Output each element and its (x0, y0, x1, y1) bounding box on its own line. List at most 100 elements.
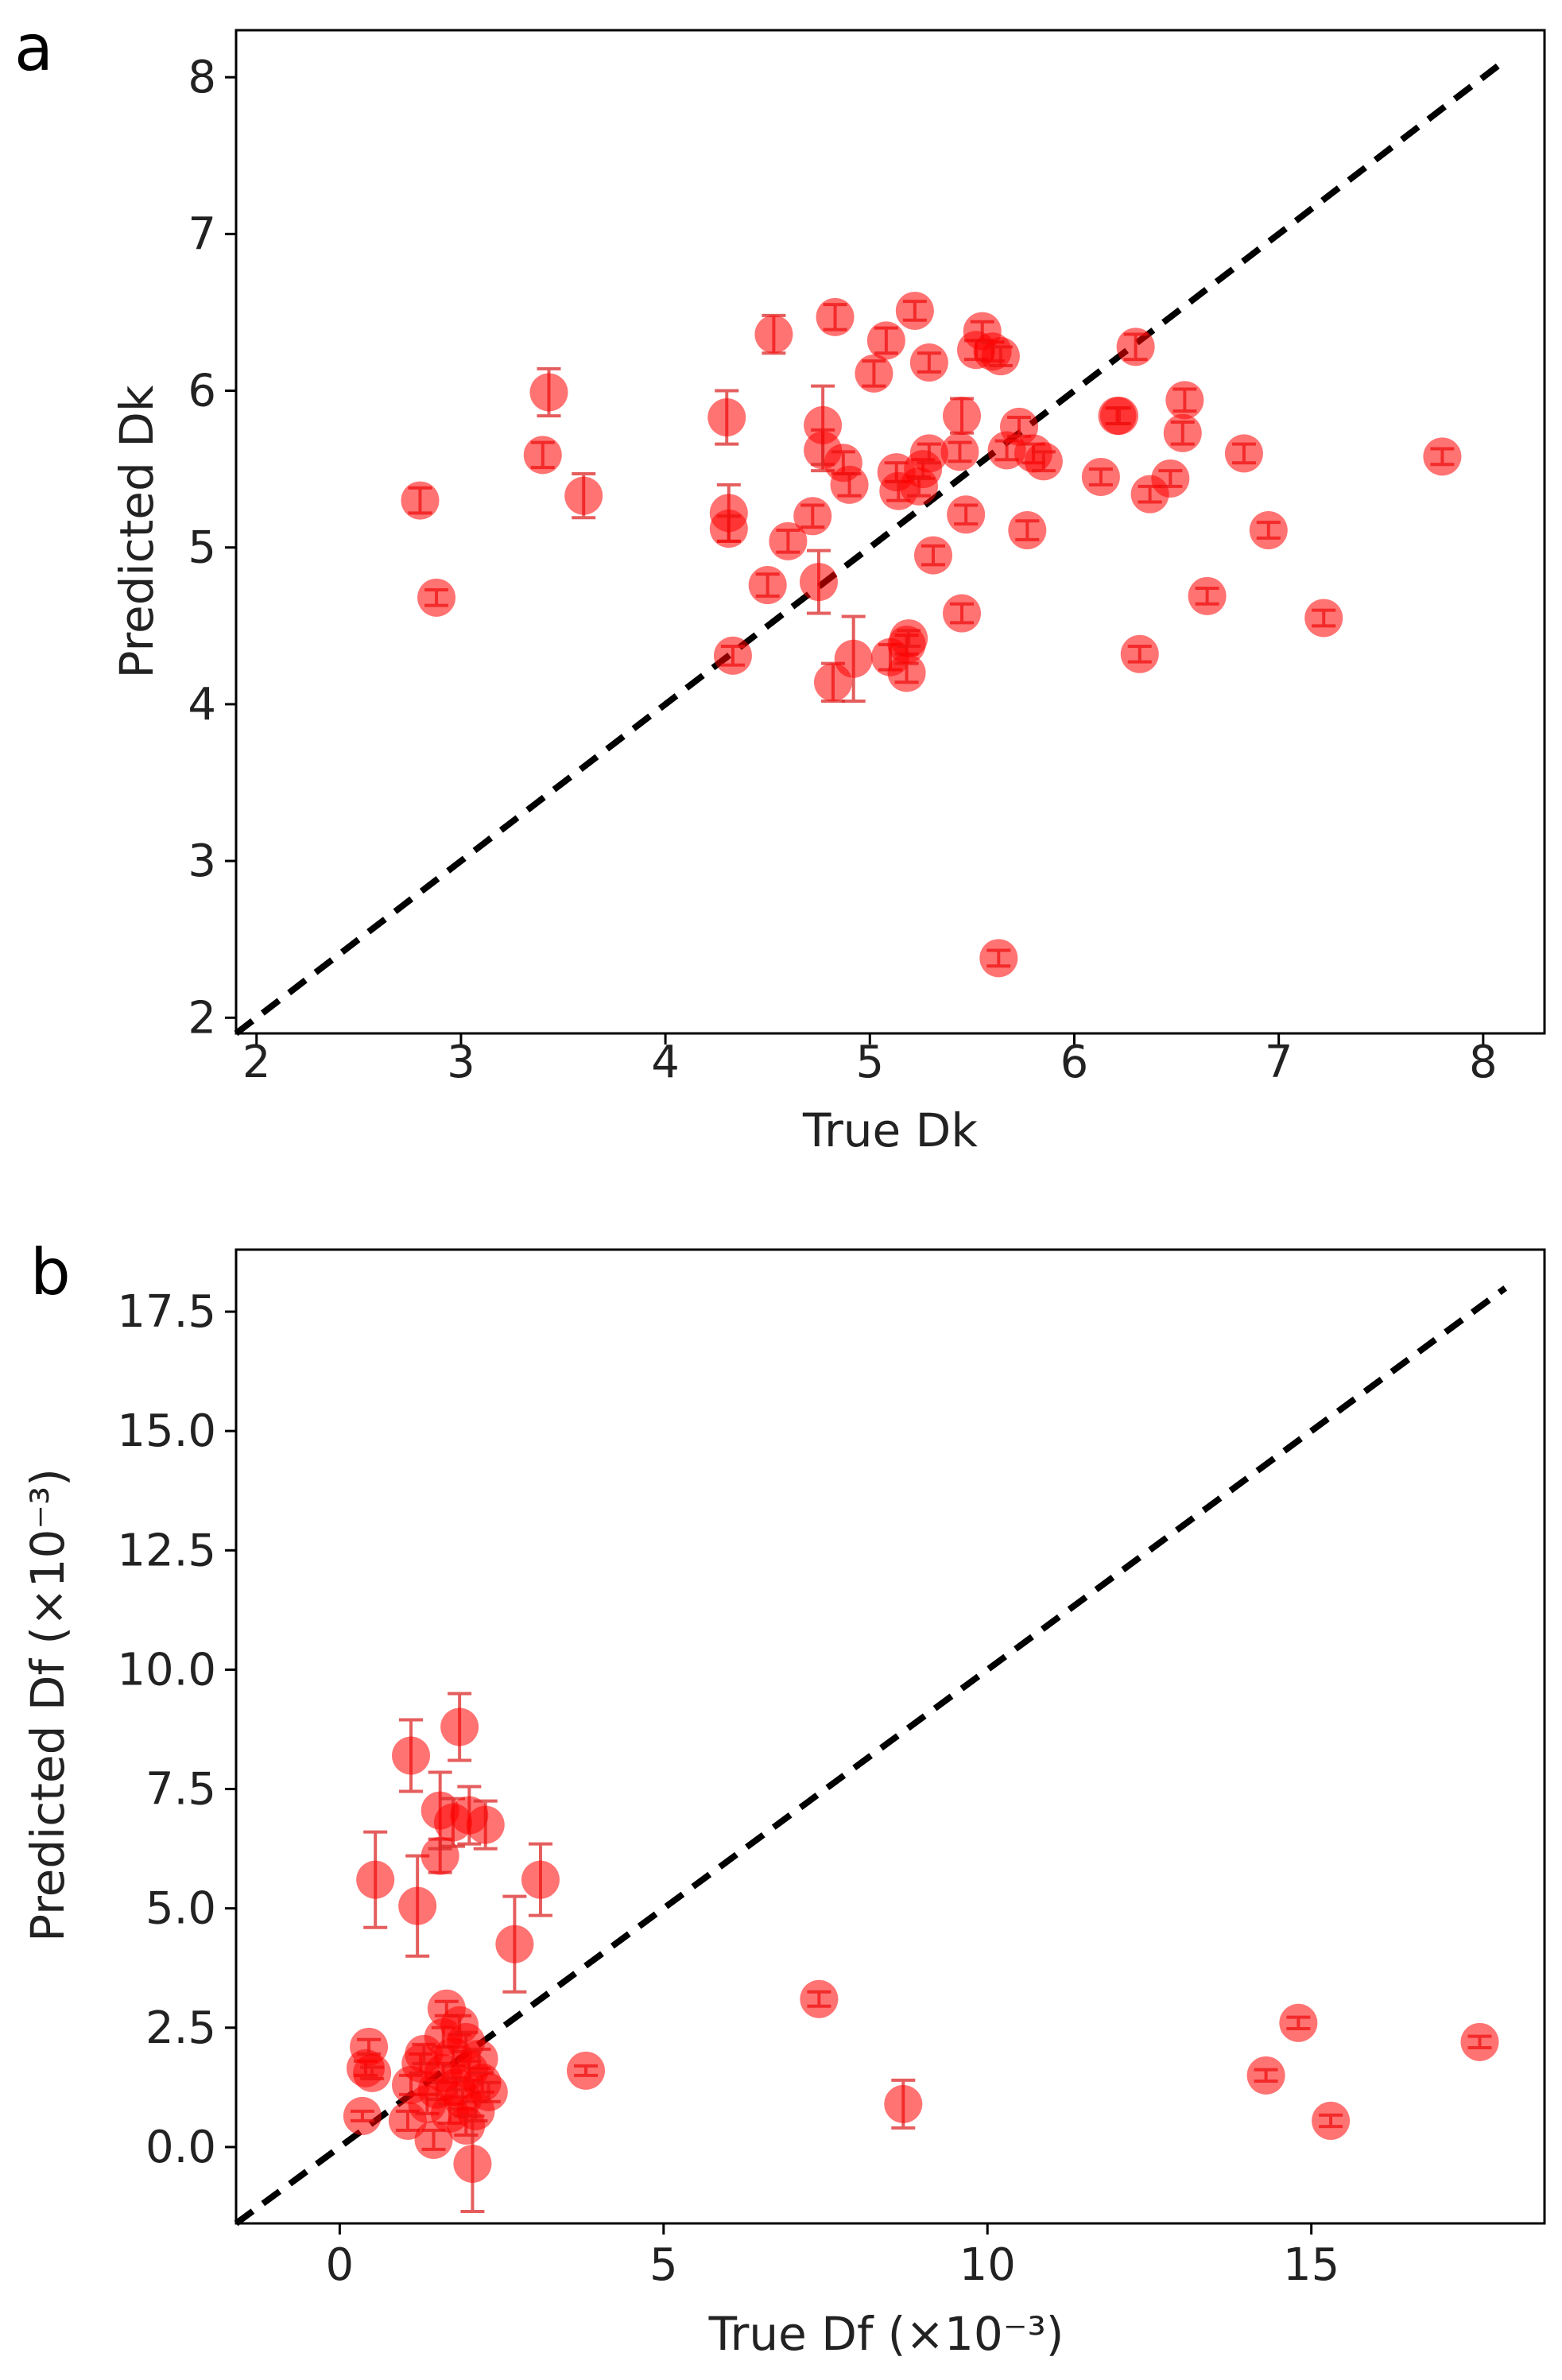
panel-a-point-marker (1081, 457, 1120, 496)
panel-a-data-point (947, 495, 986, 534)
panel-b-y-tick-label: 15.0 (117, 1405, 216, 1457)
panel-b-y-tick-label: 2.5 (145, 2002, 216, 2054)
panel-b-marks (234, 1285, 1507, 2227)
panel-a-point-marker (769, 521, 808, 560)
panel-a-point-marker (1024, 442, 1063, 481)
panel-a-x-axis: 2 3 4 5 6 7 8 (242, 1033, 1498, 1088)
panel-a-x-tick-label: 2 (242, 1037, 271, 1088)
panel-b-point-marker (469, 2072, 508, 2111)
panel-a-data-point (890, 619, 928, 658)
panel-a-point-marker (1224, 434, 1263, 473)
panel-a-data-point (709, 510, 748, 548)
panel-a-point-marker (866, 321, 905, 360)
panel-a-data-point (816, 297, 855, 336)
panel-a-point-marker (793, 497, 832, 536)
panel-b-data-point (800, 1979, 839, 2018)
panel-a-data-point (1024, 442, 1063, 481)
panel-a-data-point (1008, 511, 1047, 550)
panel-b-identity-line (234, 1285, 1507, 2227)
panel-a-point-marker (529, 373, 568, 412)
panel-b-point-marker (1460, 2022, 1499, 2061)
panel-a-point-marker (979, 939, 1018, 978)
panel-b-y-tick-label: 17.5 (117, 1286, 216, 1338)
panel-b-y-tick-label: 7.5 (145, 1764, 216, 1816)
panel-b-data-point (343, 2096, 382, 2135)
panel-a-data-point (523, 436, 562, 475)
panel-b-point-marker (1279, 2003, 1318, 2042)
panel-b-frame (234, 1248, 1546, 2225)
panel-a-data-point (866, 321, 905, 360)
panel-a-point-marker (914, 536, 953, 575)
panel-b-y-tick-label: 12.5 (117, 1525, 216, 1576)
panel-b-y-tick-label: 0.0 (145, 2122, 216, 2173)
panel-a-point-marker (890, 619, 928, 658)
panel-a-data-point (909, 343, 948, 382)
panel-b-point-marker (466, 1805, 505, 1844)
panel-b-point-marker (521, 1860, 560, 1899)
panel-a-data-point (1100, 397, 1139, 436)
panel-a-identity-line (234, 57, 1508, 1037)
panel-a-data-point (401, 481, 440, 520)
panel-a-x-tick-label: 8 (1469, 1037, 1498, 1088)
panel-a-data-point (529, 366, 568, 418)
panel-b: b 0 5 10 15 0.0 2.5 5.0 7.5 10.0 12.5 15.0 17.5 Tr… (21, 1235, 1546, 2361)
panel-a-data-point (1304, 599, 1343, 638)
panel-b-point-marker (453, 2144, 492, 2183)
panel-a-point-marker (713, 636, 752, 675)
panel-b-data-point (392, 1718, 431, 1793)
panel-a-data-point (1165, 381, 1204, 420)
panel-a-data-point (1423, 437, 1462, 476)
panel-a-point-marker (1151, 459, 1190, 498)
panel-a-data-point (793, 497, 832, 536)
panel-a-point-marker (943, 397, 982, 436)
panel-b-y-tick-label: 10.0 (117, 1644, 216, 1696)
panel-a-y-tick-label: 5 (188, 522, 216, 574)
panel-a-data-point (1081, 457, 1120, 496)
panel-a-point-marker (1165, 381, 1204, 420)
panel-b-x-tick-label: 0 (326, 2239, 355, 2291)
panel-a-point-marker (804, 405, 843, 444)
panel-a: a 2 3 4 5 6 7 8 2 3 4 5 6 7 8 True Dk Predicted Dk (14, 11, 1546, 1157)
panel-b-y-axis: 0.0 2.5 5.0 7.5 10.0 12.5 15.0 17.5 (117, 1286, 236, 2173)
panel-a-data-point (417, 578, 456, 617)
panel-b-data-point (521, 1842, 560, 1917)
panel-a-data-point (981, 337, 1020, 376)
panel-a-point-marker (940, 432, 979, 471)
panel-a-point-marker (1100, 397, 1139, 436)
panel-a-point-marker (1120, 634, 1159, 673)
panel-b-data-point (1312, 2101, 1351, 2140)
panel-a-data-point (748, 566, 787, 605)
panel-a-point-marker (1188, 576, 1227, 615)
panel-a-data-point (804, 384, 843, 467)
panel-a-y-tick-label: 2 (188, 992, 216, 1044)
panel-a-data-point (1120, 634, 1159, 673)
panel-b-data-point (1460, 2022, 1499, 2061)
panel-b-data-point (1279, 2003, 1318, 2042)
panel-a-data-point (564, 472, 603, 520)
panel-a-data-point (707, 389, 746, 446)
panel-a-data-point (855, 354, 893, 393)
panel-b-point-marker (1312, 2101, 1351, 2140)
panel-a-point-marker (401, 481, 440, 520)
panel-b-point-marker (343, 2096, 382, 2135)
panel-a-point-marker (909, 343, 948, 382)
panel-a-data-point (713, 636, 752, 675)
panel-b-data-point (466, 1799, 505, 1851)
panel-a-point-marker (1116, 328, 1155, 366)
panel-b-x-tick-label: 10 (959, 2239, 1016, 2291)
panel-a-data-point (940, 432, 979, 471)
panel-b-y-tick-label: 5.0 (145, 1883, 216, 1935)
panel-b-point-marker (495, 1925, 534, 1963)
panel-a-point-marker (564, 476, 603, 515)
panel-a-point-marker (909, 434, 948, 473)
panel-a-point-marker (855, 354, 893, 393)
panel-a-point-marker (754, 315, 793, 354)
panel-a-point-marker (834, 639, 873, 678)
panel-a-x-tick-label: 6 (1060, 1037, 1089, 1088)
panel-a-point-marker (816, 297, 855, 336)
panel-a-letter: a (14, 11, 53, 85)
panel-b-point-marker (800, 1979, 839, 2018)
panel-b-x-axis-label: True Df (×10⁻³) (708, 2307, 1064, 2361)
panel-a-data-point (1163, 413, 1202, 452)
panel-a-data-point (909, 434, 948, 473)
